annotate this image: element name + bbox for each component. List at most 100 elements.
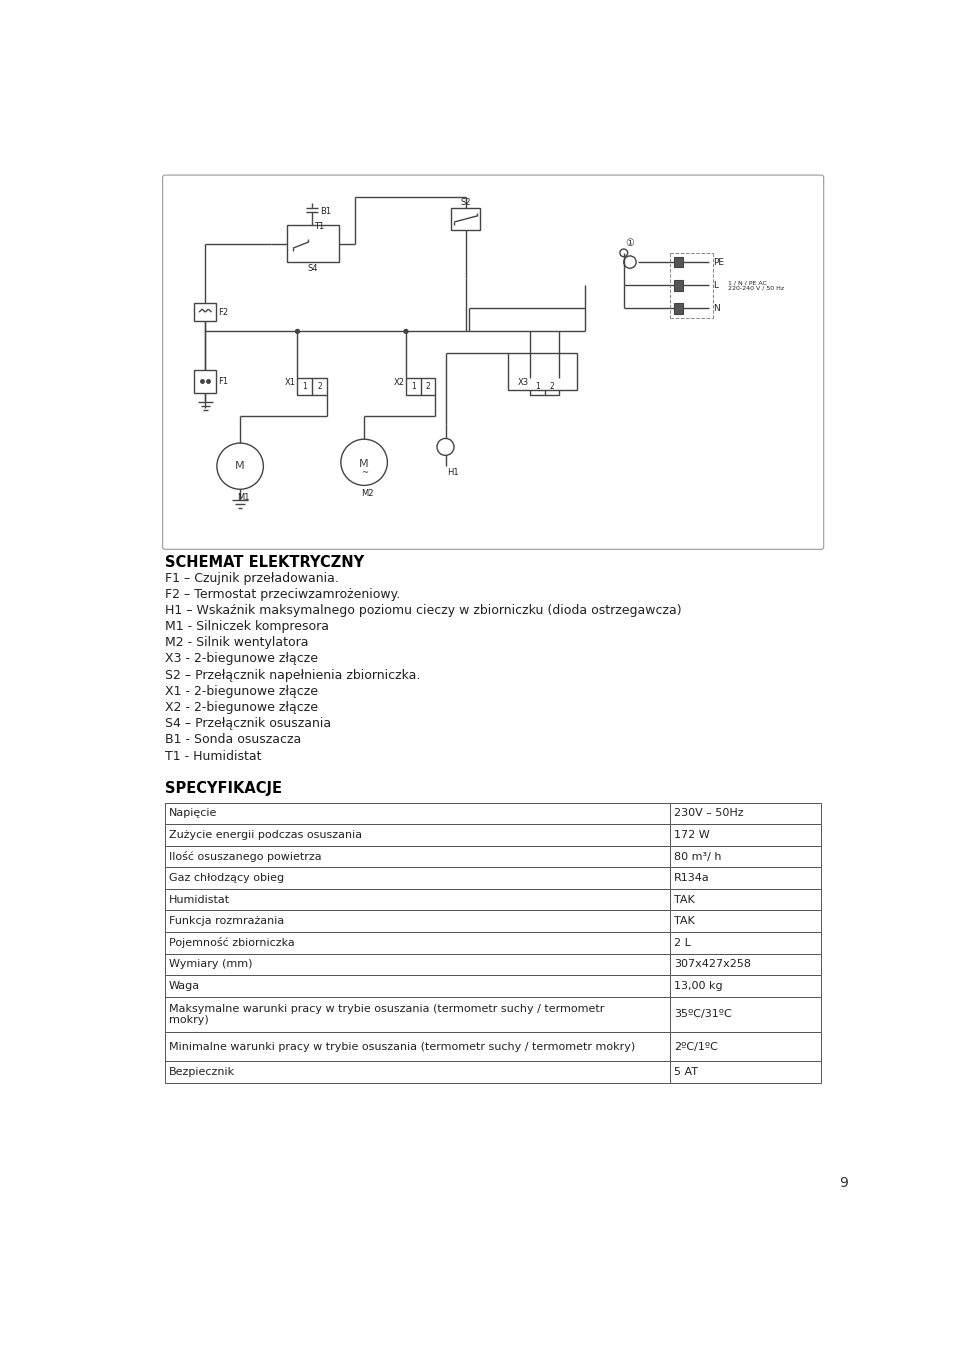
Text: 1: 1	[411, 382, 416, 390]
Text: B1: B1	[320, 207, 331, 216]
Text: M2: M2	[361, 489, 373, 498]
Bar	[165, 910, 670, 932]
Text: R134a: R134a	[674, 873, 710, 883]
Text: H1 – Wskaźnik maksymalnego poziomu cieczy w zbiorniczku (dioda ostrzegawcza): H1 – Wskaźnik maksymalnego poziomu ciecz…	[165, 603, 682, 617]
Bar	[165, 825, 670, 845]
Text: Zużycie energii podczas osuszania: Zużycie energii podczas osuszania	[169, 830, 362, 840]
Text: SPECYFIKACJE: SPECYFIKACJE	[165, 782, 282, 796]
Text: Minimalne warunki pracy w trybie osuszania (termometr suchy / termometr mokry): Minimalne warunki pracy w trybie osuszan…	[169, 1042, 636, 1052]
Text: 2: 2	[317, 382, 322, 390]
Text: X1 - 2-biegunowe złącze: X1 - 2-biegunowe złącze	[165, 684, 318, 698]
Bar	[674, 279, 684, 290]
Bar	[165, 845, 670, 867]
Text: X3: X3	[517, 378, 528, 386]
Bar	[670, 825, 822, 845]
Bar	[165, 975, 670, 996]
Text: S4 – Przełącznik osuszania: S4 – Przełącznik osuszania	[165, 717, 331, 730]
Bar	[194, 370, 216, 393]
Bar	[165, 803, 670, 825]
Text: 1: 1	[302, 382, 307, 390]
Bar	[451, 208, 480, 230]
Circle shape	[620, 248, 628, 256]
Text: N: N	[713, 304, 720, 313]
Bar	[674, 256, 684, 267]
Text: S4: S4	[308, 263, 318, 273]
Text: 230V – 50Hz: 230V – 50Hz	[674, 809, 744, 818]
Text: 2: 2	[550, 382, 555, 390]
Text: ~: ~	[361, 468, 368, 478]
Text: T1 - Humidistat: T1 - Humidistat	[165, 749, 261, 763]
Text: X3 - 2-biegunowe złącze: X3 - 2-biegunowe złącze	[165, 652, 318, 666]
Text: B1 - Sonda osuszacza: B1 - Sonda osuszacza	[165, 733, 301, 747]
Bar	[165, 953, 670, 975]
Bar	[674, 302, 684, 313]
Text: H1: H1	[447, 468, 459, 478]
Bar	[298, 378, 327, 394]
Text: TAK: TAK	[674, 895, 695, 905]
Text: 307x427x258: 307x427x258	[674, 960, 752, 969]
Bar	[670, 845, 822, 867]
Text: T1: T1	[314, 221, 324, 231]
FancyBboxPatch shape	[162, 176, 824, 549]
Text: M1: M1	[237, 493, 250, 502]
Text: 1: 1	[535, 382, 540, 390]
Text: Pojemność zbiorniczka: Pojemność zbiorniczka	[169, 937, 295, 948]
Circle shape	[624, 256, 636, 269]
Text: X2 - 2-biegunowe złącze: X2 - 2-biegunowe złącze	[165, 701, 318, 714]
Text: Ilość osuszanego powietrza: Ilość osuszanego powietrza	[169, 850, 322, 863]
Text: F2: F2	[218, 308, 228, 317]
Bar	[165, 996, 670, 1033]
Text: X2: X2	[394, 378, 404, 386]
Text: Wymiary (mm): Wymiary (mm)	[169, 960, 252, 969]
Circle shape	[437, 439, 454, 455]
Text: F1: F1	[218, 377, 228, 386]
Text: ①: ①	[626, 238, 635, 248]
Text: SCHEMAT ELEKTRYCZNY: SCHEMAT ELEKTRYCZNY	[165, 555, 364, 570]
Text: 35ºC/31ºC: 35ºC/31ºC	[674, 1010, 732, 1019]
Text: Maksymalne warunki pracy w trybie osuszania (termometr suchy / termometr
mokry): Maksymalne warunki pracy w trybie osusza…	[169, 1003, 604, 1025]
Text: TAK: TAK	[674, 917, 695, 926]
Text: 1 / N / PE AC: 1 / N / PE AC	[729, 281, 767, 286]
Bar	[670, 975, 822, 996]
Text: X1: X1	[285, 378, 296, 386]
Bar	[194, 302, 216, 321]
Text: S2: S2	[461, 197, 471, 207]
Text: 220-240 V / 50 Hz: 220-240 V / 50 Hz	[729, 286, 784, 292]
Bar	[670, 953, 822, 975]
Bar	[670, 803, 822, 825]
Text: M: M	[235, 462, 245, 471]
Bar	[670, 1033, 822, 1061]
Text: M1 - Silniczek kompresora: M1 - Silniczek kompresora	[165, 620, 329, 633]
Text: Napięcie: Napięcie	[169, 809, 217, 818]
Circle shape	[404, 329, 408, 333]
Bar	[165, 931, 670, 953]
Text: F1 – Czujnik przeładowania.: F1 – Czujnik przeładowania.	[165, 571, 339, 585]
Bar	[165, 867, 670, 888]
Text: Funkcja rozmrażania: Funkcja rozmrażania	[169, 917, 284, 926]
Bar	[670, 888, 822, 910]
Bar	[670, 996, 822, 1033]
Bar	[165, 1061, 670, 1083]
Text: Gaz chłodzący obieg: Gaz chłodzący obieg	[169, 873, 284, 883]
Text: Waga: Waga	[169, 981, 200, 991]
Text: F2 – Termostat przeciwzamrożeniowy.: F2 – Termostat przeciwzamrożeniowy.	[165, 587, 400, 601]
Bar	[165, 1033, 670, 1061]
Text: Humidistat: Humidistat	[169, 895, 230, 905]
Text: L: L	[713, 281, 718, 290]
Bar	[508, 352, 577, 390]
Text: M: M	[359, 459, 369, 468]
Bar	[670, 1061, 822, 1083]
Bar	[287, 225, 339, 262]
Text: 2 L: 2 L	[674, 938, 691, 948]
Text: PE: PE	[713, 258, 724, 266]
Circle shape	[296, 329, 300, 333]
Circle shape	[217, 443, 263, 489]
Text: 9: 9	[840, 1176, 849, 1189]
Bar	[670, 867, 822, 888]
Text: 5 AT: 5 AT	[674, 1066, 698, 1077]
Text: 2: 2	[425, 382, 430, 390]
Text: M2 - Silnik wentylatora: M2 - Silnik wentylatora	[165, 636, 308, 649]
Bar	[670, 910, 822, 932]
Text: S2 – Przełącznik napełnienia zbiorniczka.: S2 – Przełącznik napełnienia zbiorniczka…	[165, 668, 420, 682]
Text: 13,00 kg: 13,00 kg	[674, 981, 723, 991]
